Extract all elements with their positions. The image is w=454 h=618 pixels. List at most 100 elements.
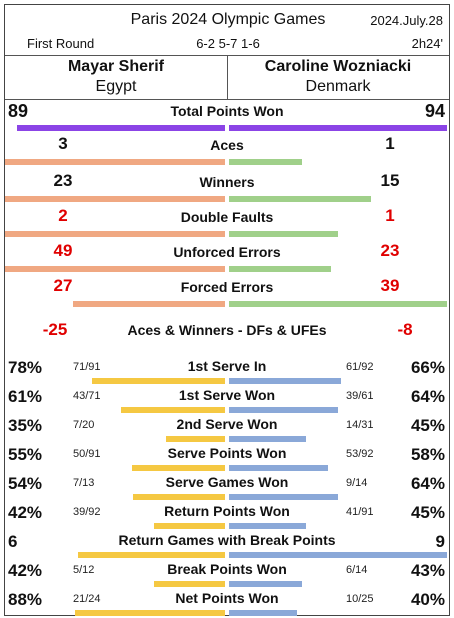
pct-bar-p2-5 [229, 523, 306, 529]
player2-name: Caroline Wozniacki [264, 58, 412, 75]
count-stat-label-1: Winners [199, 174, 255, 190]
total-points-p2: 94 [424, 101, 445, 121]
count-stat-p2-1: 15 [380, 171, 400, 190]
pct-frac-p2-2: 14/31 [346, 419, 374, 431]
pct-bar-p2-7 [229, 581, 303, 587]
pct-frac-p2-1: 39/61 [346, 390, 374, 402]
count-stat-label-2: Double Faults [180, 209, 274, 225]
pct-stat-p1-8: 88% [8, 590, 43, 609]
pct-stat-label-7: Break Points Won [167, 561, 287, 577]
pct-bar-p1-1 [121, 407, 225, 413]
total-points-p1: 89 [8, 101, 29, 121]
pct-frac-p1-3: 50/91 [73, 448, 101, 460]
players-divider [5, 99, 449, 100]
pct-stat-p1-5: 42% [8, 503, 43, 522]
pct-stat-label-0: 1st Serve In [187, 358, 267, 374]
pct-stat-p2-7: 43% [410, 561, 445, 580]
player-divider [227, 55, 228, 99]
pct-frac-p2-0: 61/92 [346, 361, 374, 373]
count-stat-p1-1: 23 [53, 171, 73, 190]
count-stat-label-0: Aces [210, 137, 244, 153]
pct-frac-p2-3: 53/92 [346, 448, 374, 460]
pct-bar-p2-4 [229, 494, 338, 500]
pct-frac-p1-1: 43/71 [73, 390, 101, 402]
count-bar-p2-3 [229, 266, 332, 272]
pct-stat-p2-3: 58% [410, 445, 445, 464]
pct-bar-p1-4 [133, 494, 225, 500]
net-stat-p2: -8 [397, 320, 413, 339]
pct-frac-p1-2: 7/20 [73, 419, 95, 431]
count-bar-p1-2 [5, 231, 225, 237]
total-points-bar-p1 [16, 125, 225, 131]
count-stat-p2-0: 1 [385, 134, 395, 153]
pct-frac-p1-7: 5/12 [73, 564, 95, 576]
pct-frac-p2-5: 41/91 [346, 506, 374, 518]
pct-stat-p2-6: 9 [435, 532, 445, 551]
count-stat-p2-4: 39 [380, 276, 400, 295]
pct-bar-p1-7 [153, 581, 225, 587]
pct-stat-p1-3: 55% [8, 445, 43, 464]
pct-frac-p1-5: 39/92 [73, 506, 101, 518]
pct-bar-p1-0 [92, 378, 225, 384]
pct-frac-p2-8: 10/25 [346, 593, 374, 605]
pct-stat-p1-2: 35% [8, 416, 43, 435]
count-bar-p1-1 [5, 196, 225, 202]
count-stat-p1-2: 2 [58, 206, 68, 225]
pct-bar-p2-2 [229, 436, 306, 442]
event-title: Paris 2024 Olympic Games [130, 11, 326, 28]
pct-stat-p1-4: 54% [8, 474, 43, 493]
count-stat-p2-2: 1 [385, 206, 395, 225]
match-date: 2024.July.28 [370, 13, 443, 28]
pct-stat-label-3: Serve Points Won [167, 445, 287, 461]
pct-frac-p1-4: 7/13 [73, 477, 95, 489]
net-stat-label: Aces & Winners - DFs & UFEs [127, 322, 327, 338]
pct-bar-p2-0 [229, 378, 342, 384]
pct-stat-label-6: Return Games with Break Points [118, 532, 336, 548]
pct-frac-p1-8: 21/24 [73, 593, 101, 605]
match-score: 6-2 5-7 1-6 [196, 36, 260, 51]
pct-stat-p1-6: 6 [8, 532, 18, 551]
count-bar-p2-0 [229, 159, 302, 165]
pct-stat-p2-8: 40% [410, 590, 445, 609]
player1-name: Mayar Sherif [67, 58, 165, 75]
pct-stat-label-5: Return Points Won [164, 503, 290, 519]
pct-frac-p2-7: 6/14 [346, 564, 368, 576]
pct-bar-p1-2 [165, 436, 225, 442]
pct-stat-label-2: 2nd Serve Won [176, 416, 278, 432]
pct-stat-p1-7: 42% [8, 561, 43, 580]
pct-stat-label-1: 1st Serve Won [178, 387, 276, 403]
net-stat-p1: -25 [42, 320, 68, 339]
count-stat-p1-0: 3 [58, 134, 68, 153]
pct-stat-p2-0: 66% [410, 358, 445, 377]
pct-stat-p1-1: 61% [8, 387, 43, 406]
count-bar-p1-0 [5, 159, 225, 165]
count-stat-p2-3: 23 [380, 241, 400, 260]
pct-bar-p1-6 [78, 552, 225, 558]
count-stat-p1-4: 27 [53, 276, 73, 295]
count-bar-p1-4 [72, 301, 225, 307]
count-stat-label-4: Forced Errors [180, 279, 274, 295]
pct-stat-p2-4: 64% [410, 474, 445, 493]
pct-stat-p2-5: 45% [410, 503, 445, 522]
pct-stat-label-8: Net Points Won [175, 590, 279, 606]
total-points-label: Total Points Won [170, 103, 284, 119]
player1-country: Egypt [95, 78, 137, 95]
pct-frac-p2-4: 9/14 [346, 477, 368, 489]
total-points-bar-p2 [229, 125, 447, 131]
pct-bar-p1-3 [131, 465, 225, 471]
stats-card: Paris 2024 Olympic Games 2024.July.28 Fi… [4, 4, 450, 616]
pct-bar-p1-8 [75, 610, 225, 616]
count-bar-p2-2 [229, 231, 338, 237]
pct-stat-p1-0: 78% [8, 358, 43, 377]
pct-bar-p2-6 [229, 552, 447, 558]
count-stat-p1-3: 49 [53, 241, 73, 260]
pct-stat-label-4: Serve Games Won [165, 474, 289, 490]
pct-bar-p2-8 [229, 610, 297, 616]
pct-bar-p2-3 [229, 465, 328, 471]
round-label: First Round [27, 36, 95, 51]
pct-bar-p1-5 [153, 523, 225, 529]
match-duration: 2h24' [411, 36, 443, 51]
pct-stat-p2-2: 45% [410, 416, 445, 435]
count-bar-p2-1 [229, 196, 372, 202]
count-bar-p1-3 [5, 266, 225, 272]
